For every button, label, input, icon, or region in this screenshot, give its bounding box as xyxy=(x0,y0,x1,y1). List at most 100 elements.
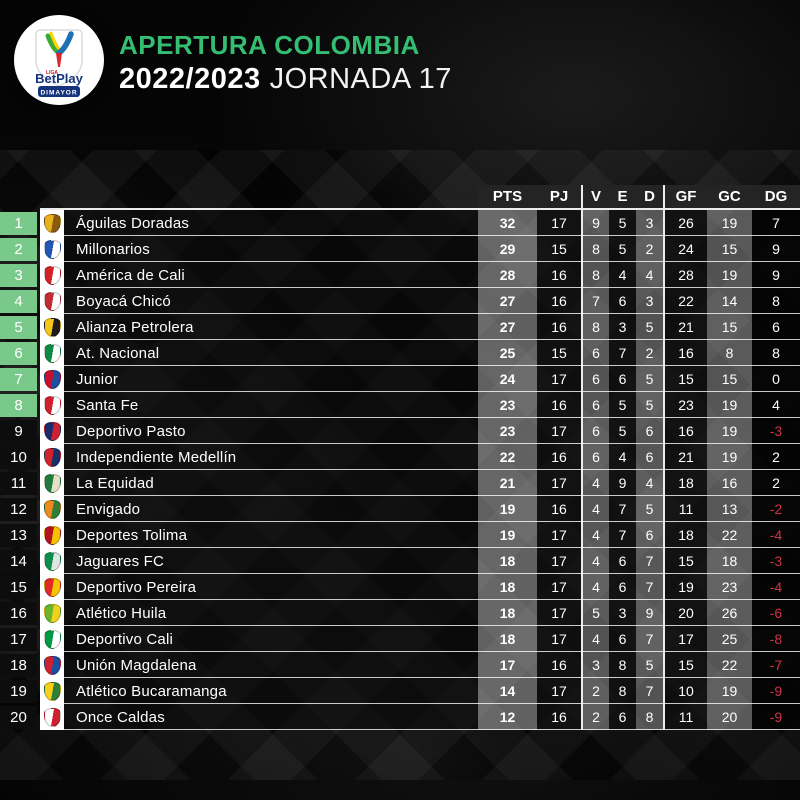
team-badge-cell xyxy=(40,314,64,340)
gf-cell: 15 xyxy=(665,548,707,574)
page-title: APERTURA COLOMBIA 2022/2023 JORNADA 17 xyxy=(119,15,452,96)
v-cell: 4 xyxy=(583,496,609,522)
column-divider xyxy=(581,626,583,652)
column-divider xyxy=(663,366,665,392)
pj-cell: 17 xyxy=(537,678,581,704)
v-cell: 7 xyxy=(583,288,609,314)
gf-cell: 21 xyxy=(665,444,707,470)
gc-cell: 20 xyxy=(707,704,752,730)
team-badge-icon xyxy=(43,317,61,337)
column-divider xyxy=(581,288,583,314)
d-cell: 6 xyxy=(636,444,663,470)
table-row: 16 Atlético Huila 18 17 5 3 9 20 26 -6 xyxy=(0,600,800,626)
team-name: América de Cali xyxy=(64,262,478,288)
pj-cell: 17 xyxy=(537,600,581,626)
d-cell: 5 xyxy=(636,496,663,522)
logo-dimayor-text: DIMAYOR xyxy=(40,90,77,97)
position-cell: 7 xyxy=(0,367,37,391)
team-badge-icon xyxy=(43,551,61,571)
pj-cell: 16 xyxy=(537,288,581,314)
team-badge-cell xyxy=(40,652,64,678)
column-header-d: D xyxy=(636,185,663,208)
table-row: 15 Deportivo Pereira 18 17 4 6 7 19 23 -4 xyxy=(0,574,800,600)
d-cell: 4 xyxy=(636,262,663,288)
column-divider xyxy=(663,600,665,626)
pj-cell: 16 xyxy=(537,262,581,288)
column-header-pj: PJ xyxy=(537,185,581,208)
gc-cell: 14 xyxy=(707,288,752,314)
gc-cell: 26 xyxy=(707,600,752,626)
team-badge-cell xyxy=(40,288,64,314)
team-badge-cell xyxy=(40,600,64,626)
position-cell: 12 xyxy=(0,497,37,521)
e-cell: 5 xyxy=(609,236,636,262)
pj-cell: 17 xyxy=(537,626,581,652)
pj-cell: 15 xyxy=(537,340,581,366)
table-row: 12 Envigado 19 16 4 7 5 11 13 -2 xyxy=(0,496,800,522)
column-header-pts: PTS xyxy=(478,185,537,208)
dg-cell: -2 xyxy=(752,496,800,522)
v-cell: 8 xyxy=(583,314,609,340)
column-divider xyxy=(663,210,665,236)
table-row: 10 Independiente Medellín 22 16 6 4 6 21 19 2 xyxy=(0,444,800,470)
position-cell: 6 xyxy=(0,341,37,365)
team-badge-cell xyxy=(40,210,64,236)
gc-cell: 22 xyxy=(707,652,752,678)
column-divider xyxy=(581,600,583,626)
standings-table: PTS PJ V E D GF GC DG 1 Águilas Doradas 32… xyxy=(0,185,800,730)
team-name: Águilas Doradas xyxy=(64,210,478,236)
season-text: 2022/2023 xyxy=(119,63,261,95)
gc-cell: 23 xyxy=(707,574,752,600)
dg-cell: 0 xyxy=(752,366,800,392)
table-row: 8 Santa Fe 23 16 6 5 5 23 19 4 xyxy=(0,392,800,418)
dg-cell: 7 xyxy=(752,210,800,236)
pts-cell: 18 xyxy=(478,600,537,626)
gf-cell: 17 xyxy=(665,626,707,652)
pts-cell: 29 xyxy=(478,236,537,262)
v-cell: 6 xyxy=(583,444,609,470)
column-divider xyxy=(663,626,665,652)
team-badge-cell xyxy=(40,392,64,418)
column-divider xyxy=(663,185,665,208)
dg-cell: -4 xyxy=(752,574,800,600)
position-cell: 4 xyxy=(0,289,37,313)
logo-brand-text: BetPlay xyxy=(35,71,83,86)
dg-cell: 2 xyxy=(752,444,800,470)
gc-cell: 15 xyxy=(707,314,752,340)
column-header-e: E xyxy=(609,185,636,208)
team-badge-cell xyxy=(40,522,64,548)
d-cell: 8 xyxy=(636,704,663,730)
d-cell: 7 xyxy=(636,574,663,600)
position-cell: 15 xyxy=(0,575,37,599)
column-divider xyxy=(581,366,583,392)
team-badge-cell xyxy=(40,496,64,522)
logo-liga-text: LIGA xyxy=(46,70,58,76)
v-cell: 9 xyxy=(583,210,609,236)
e-cell: 7 xyxy=(609,522,636,548)
team-badge-icon xyxy=(43,265,61,285)
team-badge-cell xyxy=(40,678,64,704)
team-name: Millonarios xyxy=(64,236,478,262)
gf-cell: 26 xyxy=(665,210,707,236)
column-divider xyxy=(663,704,665,730)
e-cell: 5 xyxy=(609,210,636,236)
pts-cell: 27 xyxy=(478,314,537,340)
team-badge-cell xyxy=(40,444,64,470)
gc-cell: 22 xyxy=(707,522,752,548)
gc-cell: 18 xyxy=(707,548,752,574)
team-badge-icon xyxy=(43,577,61,597)
column-divider xyxy=(581,314,583,340)
pts-cell: 23 xyxy=(478,418,537,444)
pj-cell: 17 xyxy=(537,522,581,548)
column-divider xyxy=(663,678,665,704)
e-cell: 5 xyxy=(609,392,636,418)
d-cell: 2 xyxy=(636,340,663,366)
team-badge-cell xyxy=(40,574,64,600)
team-badge-icon xyxy=(43,213,61,233)
column-divider xyxy=(581,185,583,208)
team-name: Atlético Bucaramanga xyxy=(64,678,478,704)
column-divider xyxy=(581,652,583,678)
table-row: 5 Alianza Petrolera 27 16 8 3 5 21 15 6 xyxy=(0,314,800,340)
gc-cell: 15 xyxy=(707,236,752,262)
team-name: Envigado xyxy=(64,496,478,522)
